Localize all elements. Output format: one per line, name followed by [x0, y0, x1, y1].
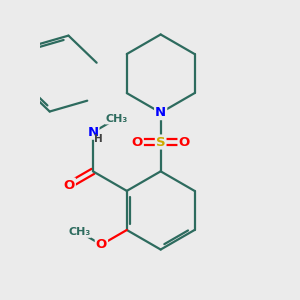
Text: S: S — [156, 136, 166, 148]
Text: O: O — [64, 178, 75, 191]
Text: N: N — [155, 106, 166, 119]
Text: H: H — [94, 134, 102, 144]
Text: CH₃: CH₃ — [106, 113, 128, 124]
Text: CH₃: CH₃ — [68, 227, 91, 237]
Text: O: O — [132, 136, 143, 148]
Text: O: O — [96, 238, 107, 251]
Text: N: N — [87, 126, 98, 139]
Text: O: O — [178, 136, 190, 148]
